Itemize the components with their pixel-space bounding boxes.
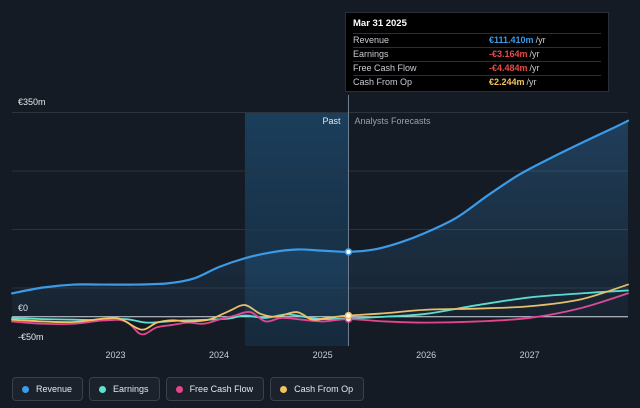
tooltip-row-cash-from-op: Cash From Op €2.244m /yr — [353, 75, 601, 89]
x-tick-label: 2026 — [416, 350, 436, 360]
marker-revenue — [344, 248, 353, 256]
tooltip-row-free-cash-flow: Free Cash Flow -€4.484m /yr — [353, 61, 601, 75]
legend-item-cash-from-op[interactable]: Cash From Op — [270, 377, 365, 401]
legend-label: Revenue — [36, 384, 73, 394]
tooltip-value: -€4.484m — [489, 63, 528, 73]
legend-item-earnings[interactable]: Earnings — [89, 377, 160, 401]
legend-label: Free Cash Flow — [189, 384, 254, 394]
tooltip-date: Mar 31 2025 — [353, 18, 407, 29]
series-area-revenue — [12, 120, 628, 317]
legend-label: Cash From Op — [294, 384, 354, 394]
past-label: Past — [322, 116, 341, 126]
tooltip-label: Free Cash Flow — [353, 63, 417, 73]
legend-item-free-cash-flow[interactable]: Free Cash Flow — [165, 377, 265, 401]
x-tick-label: 2024 — [209, 350, 229, 360]
legend-dot-icon — [280, 385, 288, 393]
x-tick-label: 2027 — [520, 350, 540, 360]
legend-dot-icon — [99, 385, 107, 393]
series-line-revenue — [10, 119, 630, 295]
legend-item-revenue[interactable]: Revenue — [12, 377, 84, 401]
tooltip-value: €111.410m — [489, 35, 534, 45]
legend-dot-icon — [22, 385, 29, 393]
tooltip-label: Revenue — [353, 35, 390, 45]
tooltip-unit: /yr — [529, 63, 540, 73]
x-tick-label: 2025 — [313, 350, 333, 360]
tooltip-row-earnings: Earnings -€3.164m /yr — [353, 47, 601, 61]
legend-dot-icon — [175, 385, 183, 393]
tooltip-unit: /yr — [529, 49, 540, 59]
forecast-label: Analysts Forecasts — [354, 116, 431, 126]
tooltip-unit: /yr — [526, 77, 537, 87]
tooltip-value: -€3.164m — [489, 49, 528, 59]
y-tick-label: -€50m — [18, 332, 44, 342]
marker-cash-from-op — [344, 311, 353, 320]
tooltip-value: €2.244m — [489, 77, 525, 87]
x-tick-label: 2023 — [106, 350, 126, 360]
tooltip-label: Cash From Op — [353, 77, 413, 87]
tooltip-unit: /yr — [535, 35, 546, 45]
legend-label: Earnings — [113, 384, 149, 394]
legend: Revenue Earnings Free Cash Flow Cash Fro… — [12, 377, 365, 401]
tooltip: Mar 31 2025 Revenue €111.410m /yr Earnin… — [345, 12, 609, 92]
y-tick-label: €350m — [18, 97, 46, 107]
chart: €350m€0-€50m20232024202520262027PastAnal… — [10, 95, 630, 360]
tooltip-label: Earnings — [353, 49, 389, 59]
tooltip-row-revenue: Revenue €111.410m /yr — [353, 33, 601, 47]
